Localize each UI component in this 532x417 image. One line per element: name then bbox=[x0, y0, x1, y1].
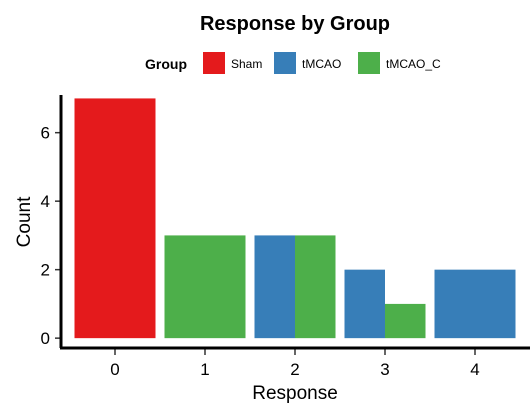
legend-swatch-tmcao bbox=[274, 52, 296, 74]
y-axis-ticks: 0 2 4 6 bbox=[41, 124, 61, 348]
x-tick-label: 4 bbox=[470, 360, 479, 379]
y-axis-title: Count bbox=[14, 196, 35, 247]
bar-tmcao-response-3 bbox=[344, 269, 385, 339]
x-axis-ticks: 0 1 2 3 4 bbox=[110, 348, 480, 379]
legend-label-tmcao: tMCAO bbox=[302, 57, 341, 71]
x-tick-label: 1 bbox=[200, 360, 209, 379]
y-tick-label: 6 bbox=[41, 124, 50, 143]
y-tick-label: 2 bbox=[41, 261, 50, 280]
bar-tmcao-c-response-1 bbox=[164, 235, 246, 339]
x-tick-label: 3 bbox=[380, 360, 389, 379]
legend-title: Group bbox=[145, 56, 187, 72]
y-tick-label: 0 bbox=[41, 329, 50, 348]
legend-swatch-sham bbox=[203, 52, 225, 74]
bar-tmcao-response-4 bbox=[434, 269, 516, 339]
bar-tmcao-c-response-2 bbox=[295, 235, 336, 339]
bar-tmcao-response-2 bbox=[254, 235, 295, 339]
legend-label-tmcao-c: tMCAO_C bbox=[386, 57, 441, 71]
bar-tmcao-c-response-3 bbox=[385, 303, 426, 339]
legend-swatch-tmcao-c bbox=[358, 52, 380, 74]
legend-label-sham: Sham bbox=[231, 57, 262, 71]
x-tick-label: 0 bbox=[110, 360, 119, 379]
y-tick-label: 4 bbox=[41, 192, 50, 211]
bars bbox=[74, 98, 516, 339]
bar-sham-response-0 bbox=[74, 98, 156, 339]
x-tick-label: 2 bbox=[290, 360, 299, 379]
x-axis-title: Response bbox=[252, 383, 338, 404]
chart-title: Response by Group bbox=[200, 13, 390, 35]
legend: Group Sham tMCAO tMCAO_C bbox=[145, 52, 441, 74]
